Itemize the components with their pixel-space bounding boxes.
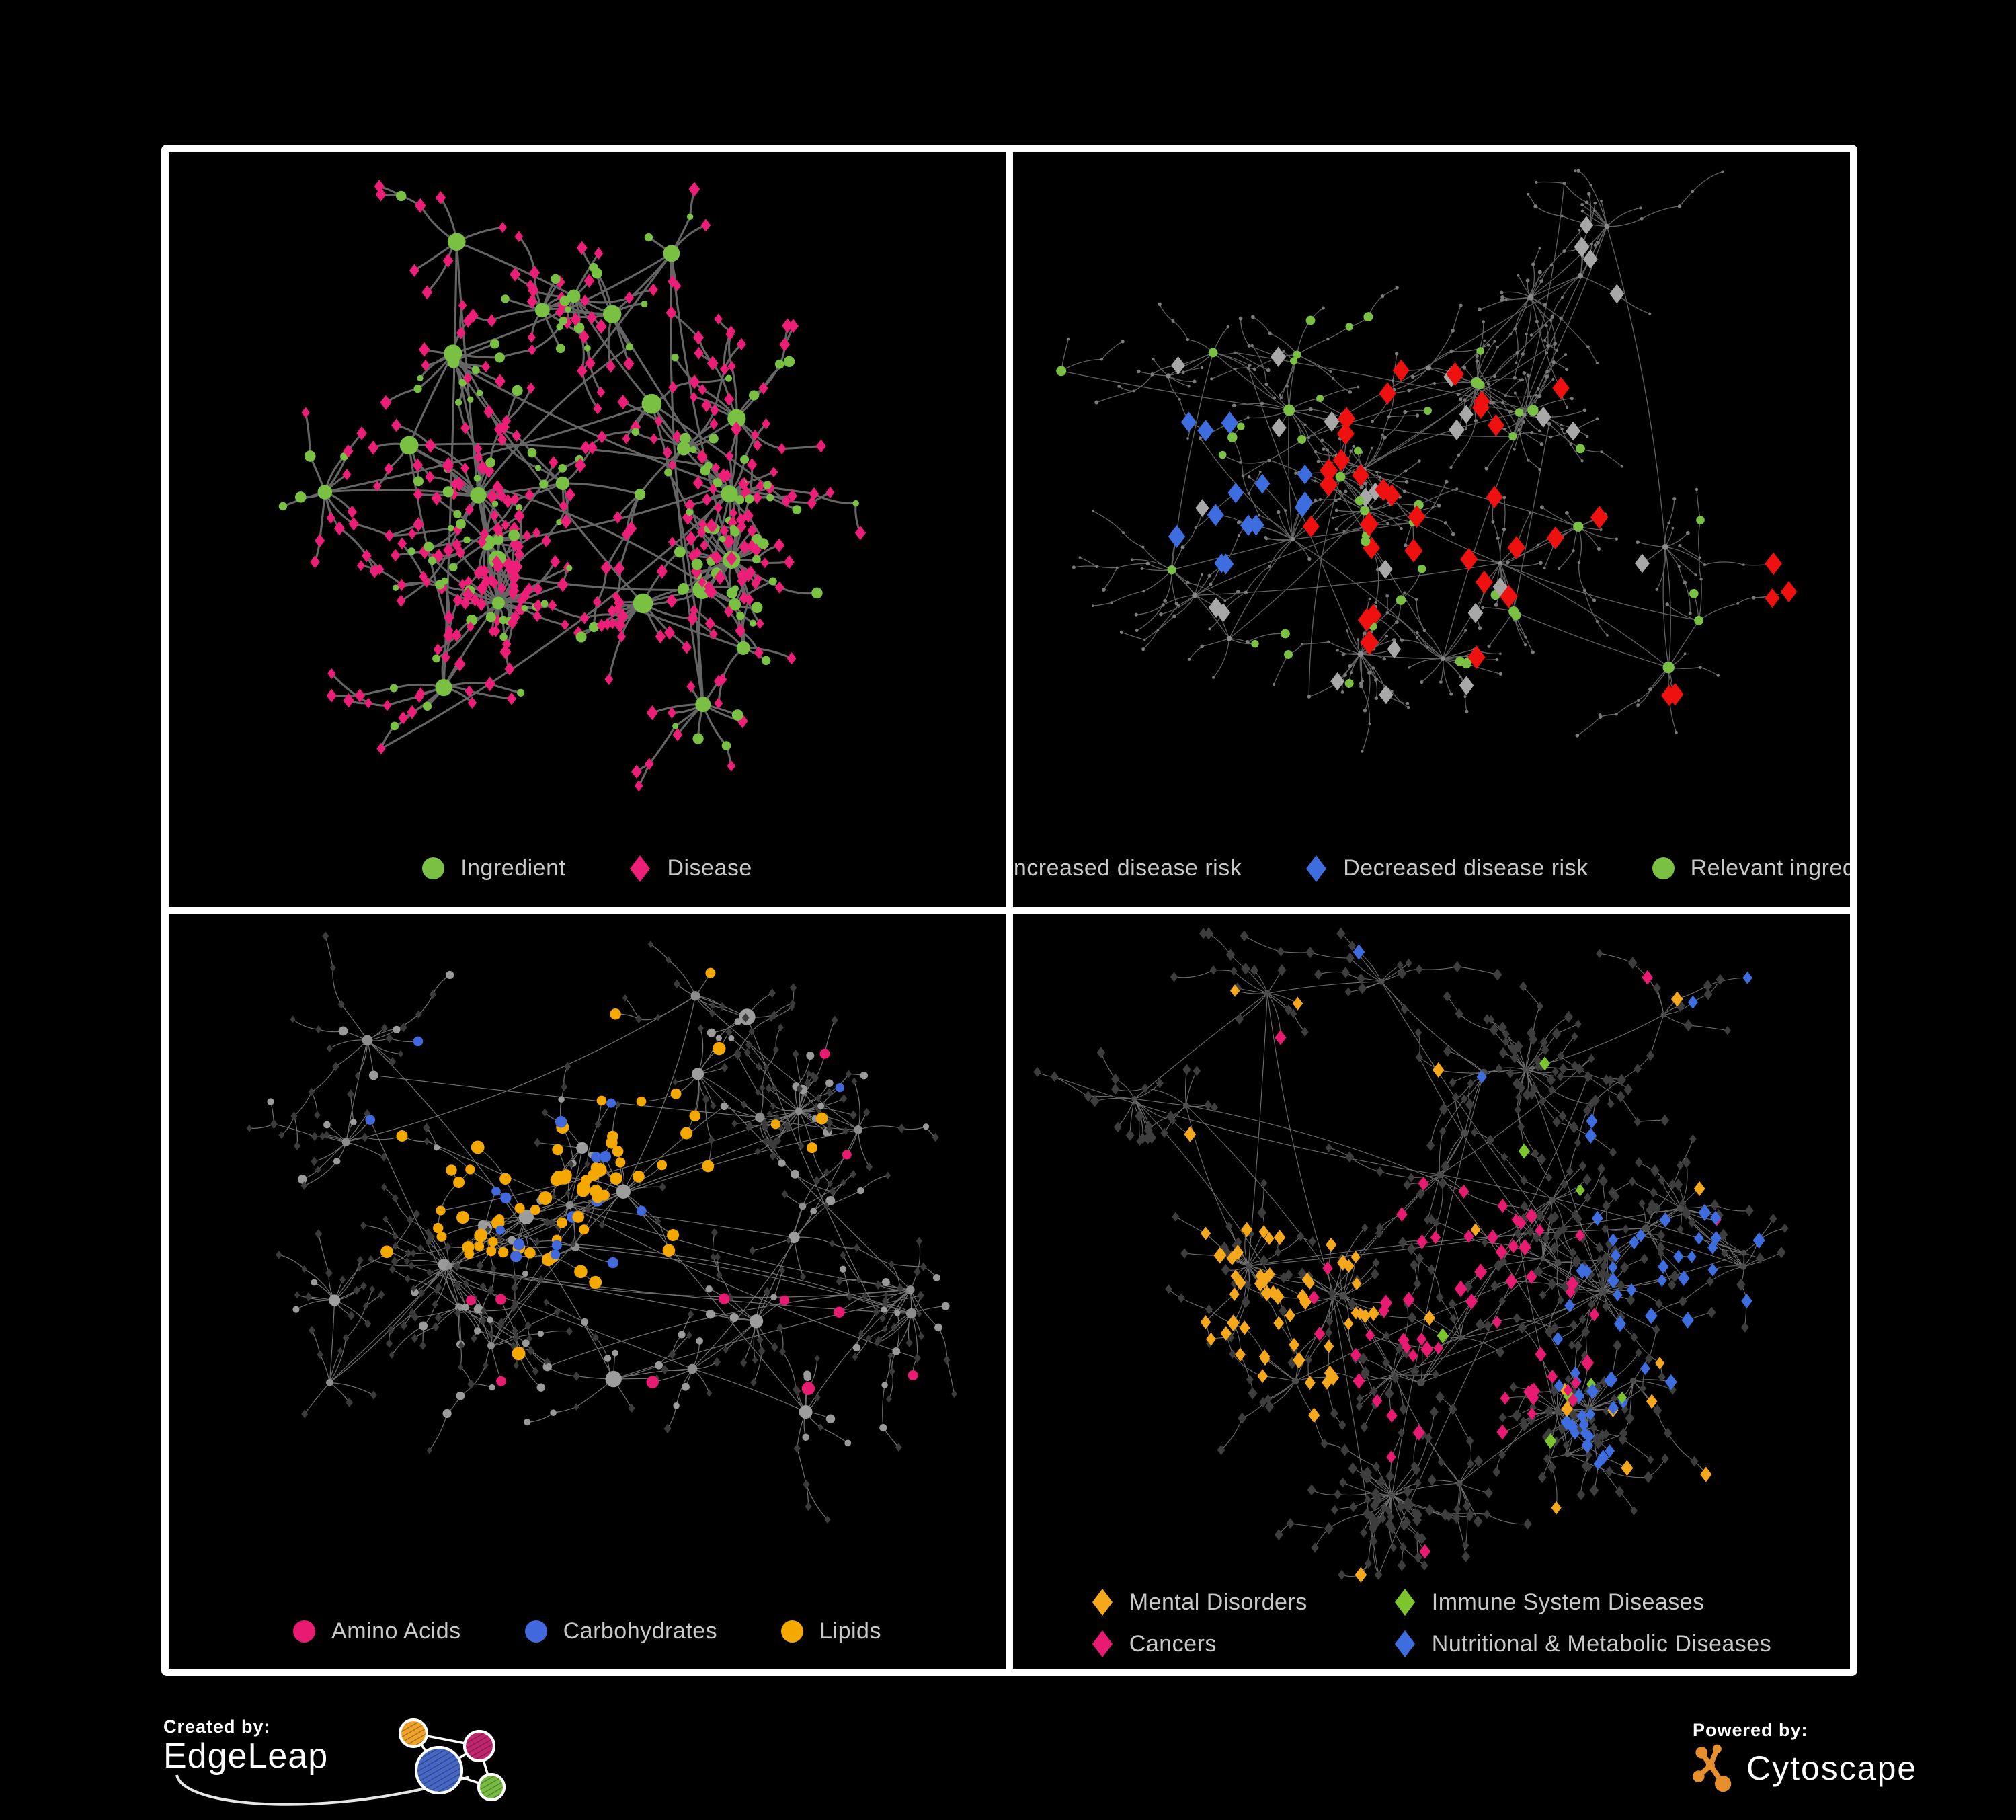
legend-label: Relevant ingredient — [1690, 855, 1850, 881]
legend-label: Immune System Diseases — [1431, 1589, 1705, 1615]
edgeleap-wordmark: EdgeLeap — [163, 1737, 329, 1776]
legend-item: Mental Disorders — [1092, 1588, 1320, 1616]
circle-marker-icon — [781, 1620, 804, 1643]
panel-nutrient-classes: Amino Acids Carbohydrates Lipids — [169, 914, 1006, 1669]
legend-item: Immune System Diseases — [1394, 1588, 1771, 1616]
legend-item: Ingredient — [422, 855, 565, 881]
legend-item: Amino Acids — [293, 1618, 461, 1645]
diamond-marker-icon — [1092, 1589, 1113, 1616]
network-graph — [246, 931, 957, 1524]
legend-label: Mental Disorders — [1129, 1589, 1307, 1615]
legend: Mental Disorders Immune System Diseases Ca… — [1013, 1588, 1850, 1658]
network-graph — [1056, 169, 1798, 753]
legend-item: Decreased disease risk — [1305, 855, 1588, 883]
network-graph — [1033, 926, 1789, 1583]
legend-label: Nutritional & Metabolic Diseases — [1431, 1630, 1772, 1657]
legend-item: Disease — [629, 855, 752, 883]
circle-marker-icon — [524, 1620, 547, 1643]
diamond-marker-icon — [1394, 1630, 1415, 1657]
circle-marker-icon — [1652, 857, 1675, 879]
panel-ingredient-disease: Ingredient Disease — [169, 152, 1006, 907]
legend-item: Increased disease risk — [1013, 855, 1242, 883]
legend-item: Relevant ingredient — [1652, 855, 1850, 881]
created-by-label: Created by: — [163, 1716, 271, 1737]
panel-disease-classes: Mental Disorders Immune System Diseases Ca… — [1013, 914, 1850, 1669]
legend-label: Disease — [667, 855, 752, 881]
powered-by-label: Powered by: — [1693, 1720, 1808, 1740]
legend-item: Cancers — [1092, 1630, 1320, 1658]
legend: Ingredient Disease — [169, 855, 1006, 883]
legend: Increased disease risk Decreased disease … — [1013, 855, 1850, 883]
legend-label: Lipids — [819, 1618, 881, 1644]
cytoscape-wordmark: Cytoscape — [1746, 1749, 1918, 1787]
circle-marker-icon — [422, 857, 445, 879]
legend-label: Carbohydrates — [563, 1618, 718, 1644]
legend-item: Nutritional & Metabolic Diseases — [1394, 1630, 1771, 1658]
legend-item: Carbohydrates — [524, 1618, 718, 1645]
powered-by-block: Powered by: Cytoscape — [1693, 1720, 1917, 1793]
figure-grid: Ingredient Disease Increased disease risk… — [161, 145, 1857, 1676]
diamond-marker-icon — [1394, 1589, 1415, 1616]
network-graph — [278, 180, 866, 792]
legend: Amino Acids Carbohydrates Lipids — [169, 1618, 1006, 1645]
diamond-marker-icon — [1306, 855, 1327, 882]
legend-label: Decreased disease risk — [1343, 855, 1588, 881]
panel-disease-risk: Increased disease risk Decreased disease … — [1013, 152, 1850, 907]
circle-marker-icon — [293, 1620, 316, 1643]
diamond-marker-icon — [1092, 1630, 1113, 1657]
legend-label: Increased disease risk — [1013, 855, 1242, 881]
edgeleap-logo — [175, 1718, 506, 1806]
created-by-block: Created by: EdgeLeap — [163, 1711, 540, 1819]
diamond-marker-icon — [630, 855, 651, 882]
cytoscape-logo-icon — [1693, 1744, 1732, 1792]
legend-label: Cancers — [1129, 1630, 1217, 1657]
legend-label: Amino Acids — [331, 1618, 461, 1644]
legend-item: Lipids — [781, 1618, 881, 1645]
legend-label: Ingredient — [460, 855, 566, 881]
